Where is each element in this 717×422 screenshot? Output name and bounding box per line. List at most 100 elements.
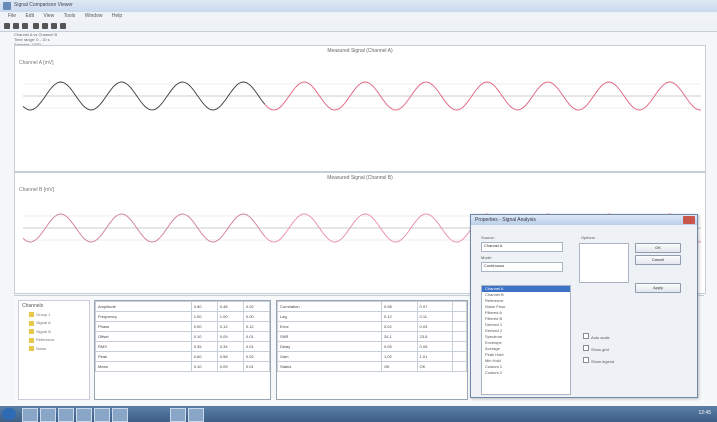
source-field[interactable]: Channel A [481, 242, 563, 252]
table-row[interactable]: Error 0.02 0.03 [277, 321, 467, 332]
check-option[interactable]: Auto scale [583, 333, 610, 340]
checkbox-icon[interactable] [29, 320, 34, 326]
taskbar-app[interactable] [58, 408, 74, 422]
save-icon[interactable] [13, 23, 19, 29]
list-item[interactable]: Custom 2 [485, 370, 503, 375]
table-cell: 1.00 [190, 311, 218, 322]
channel-tree[interactable]: Channels Group 1 Signal A Signal B Refer… [18, 300, 90, 400]
tree-item[interactable]: Signal B [29, 329, 86, 335]
table-cell: 0.35 [190, 341, 218, 352]
info-panel: Channel A vs Channel B Time range: 0 - 1… [14, 32, 57, 47]
list-item[interactable]: Reference [485, 298, 504, 303]
settings-icon[interactable] [60, 23, 66, 29]
comparison-table[interactable]: Correlation 0.98 0.97 Lag 0.12 0.11 Error 0.02 0… [276, 300, 468, 400]
table-row[interactable]: SNR 24.1 23.8 [277, 331, 467, 342]
toolbar [0, 21, 717, 32]
table-row[interactable]: Delay 0.05 0.05 [277, 341, 467, 352]
list-item[interactable]: Filtered B [485, 316, 503, 321]
table-row[interactable]: Status OK OK [277, 361, 467, 372]
tree-item[interactable]: Signal A [29, 320, 86, 326]
checkbox-icon[interactable] [29, 312, 34, 318]
taskbar-app[interactable] [112, 408, 128, 422]
list-item[interactable]: Filtered A [485, 310, 502, 315]
table-cell: RMS [95, 341, 192, 352]
list-item[interactable]: Average [485, 346, 500, 351]
table-cell: 0.12 [380, 311, 418, 322]
menu-file[interactable]: File [8, 13, 17, 19]
taskbar-app[interactable] [22, 408, 38, 422]
table-cell: 1.00 [216, 311, 244, 322]
table-row[interactable]: Mean 0.10 0.09 0.01 [95, 361, 271, 372]
mode-select[interactable]: Continuous [481, 262, 563, 272]
checkbox-icon[interactable] [29, 337, 34, 343]
table-row[interactable]: Peak 0.60 0.58 0.02 [95, 351, 271, 362]
check-option[interactable]: Show grid [583, 345, 609, 352]
list-item[interactable]: Noise Floor [485, 304, 506, 309]
apply-button[interactable]: Apply [635, 283, 681, 293]
zoom-in-icon[interactable] [33, 23, 39, 29]
table-cell: 1.01 [416, 351, 454, 362]
list-item[interactable]: Channel A [482, 286, 570, 292]
preview-box [579, 243, 629, 283]
cursor-icon[interactable] [51, 23, 57, 29]
list-item[interactable]: Peak Hold [485, 352, 504, 357]
cancel-button[interactable]: Cancel [635, 255, 681, 265]
table-row[interactable]: RMS 0.35 0.34 0.01 [95, 341, 271, 352]
checkbox-icon[interactable] [29, 329, 34, 335]
tree-item[interactable]: Group 1 [29, 312, 86, 318]
zoom-out-icon[interactable] [42, 23, 48, 29]
menu-edit[interactable]: Edit [25, 13, 35, 19]
open-icon[interactable] [4, 23, 10, 29]
list-item[interactable]: Derived 1 [485, 322, 503, 327]
taskbar-app[interactable] [188, 408, 204, 422]
app-icon [3, 2, 11, 10]
plot-top[interactable]: Measured Signal (Channel A) Channel A [m… [14, 45, 706, 172]
list-item[interactable]: Custom 1 [485, 364, 503, 369]
properties-dialog: Properties - Signal Analysis Source: Cha… [470, 214, 698, 398]
results-table[interactable]: Amplitude 0.50 0.48 0.02 Frequency 1.00 1.00 0.… [94, 300, 271, 400]
tree-item[interactable]: Reference [29, 337, 86, 343]
close-icon[interactable] [683, 216, 695, 224]
table-row[interactable]: Gain 1.02 1.01 [277, 351, 467, 362]
waveform-line [22, 81, 266, 111]
table-cell [452, 311, 467, 322]
table-cell: 0.01 [242, 361, 271, 372]
table-row[interactable]: Frequency 1.00 1.00 0.00 [95, 311, 271, 322]
waveform-line [264, 81, 702, 111]
table-cell: Peak [95, 351, 192, 362]
taskbar-app[interactable] [76, 408, 92, 422]
taskbar-app[interactable] [40, 408, 56, 422]
ok-button[interactable]: OK [635, 243, 681, 253]
table-cell: OK [416, 361, 454, 372]
info-line: Channel A vs Channel B [14, 32, 58, 37]
start-button[interactable] [2, 408, 16, 420]
menu-window[interactable]: Window [84, 13, 103, 19]
taskbar-app[interactable] [94, 408, 110, 422]
check-option[interactable]: Show legend [583, 357, 614, 364]
checkbox-icon[interactable] [29, 346, 34, 352]
table-cell [452, 331, 467, 342]
list-item[interactable]: Min Hold [485, 358, 501, 363]
info-line: Time range: 0 - 10 s [14, 37, 50, 42]
table-row[interactable]: Phase 0.00 0.12 0.12 [95, 321, 271, 332]
signal-list[interactable]: Channel A Channel B Reference Noise Floor Fi… [481, 285, 571, 395]
table-row[interactable]: Amplitude 0.50 0.48 0.02 [95, 301, 271, 312]
tree-item[interactable]: Noise [29, 346, 86, 352]
print-icon[interactable] [22, 23, 28, 29]
table-cell: Status [277, 361, 382, 372]
taskbar-app[interactable] [170, 408, 186, 422]
menu-help[interactable]: Help [111, 13, 123, 19]
table-cell: 0.01 [242, 331, 271, 342]
table-row[interactable]: Lag 0.12 0.11 [277, 311, 467, 322]
table-cell: 0.11 [416, 311, 454, 322]
table-row[interactable]: Correlation 0.98 0.97 [277, 301, 467, 312]
menu-view[interactable]: View [43, 13, 55, 19]
list-item[interactable]: Channel B [485, 292, 504, 297]
list-item[interactable]: Envelope [485, 340, 502, 345]
table-cell: 0.10 [190, 331, 218, 342]
table-row[interactable]: Offset 0.10 0.09 0.01 [95, 331, 271, 342]
list-item[interactable]: Spectrum [485, 334, 503, 339]
menu-tools[interactable]: Tools [63, 13, 76, 19]
table-cell: 0.02 [242, 301, 271, 312]
list-item[interactable]: Derived 2 [485, 328, 503, 333]
